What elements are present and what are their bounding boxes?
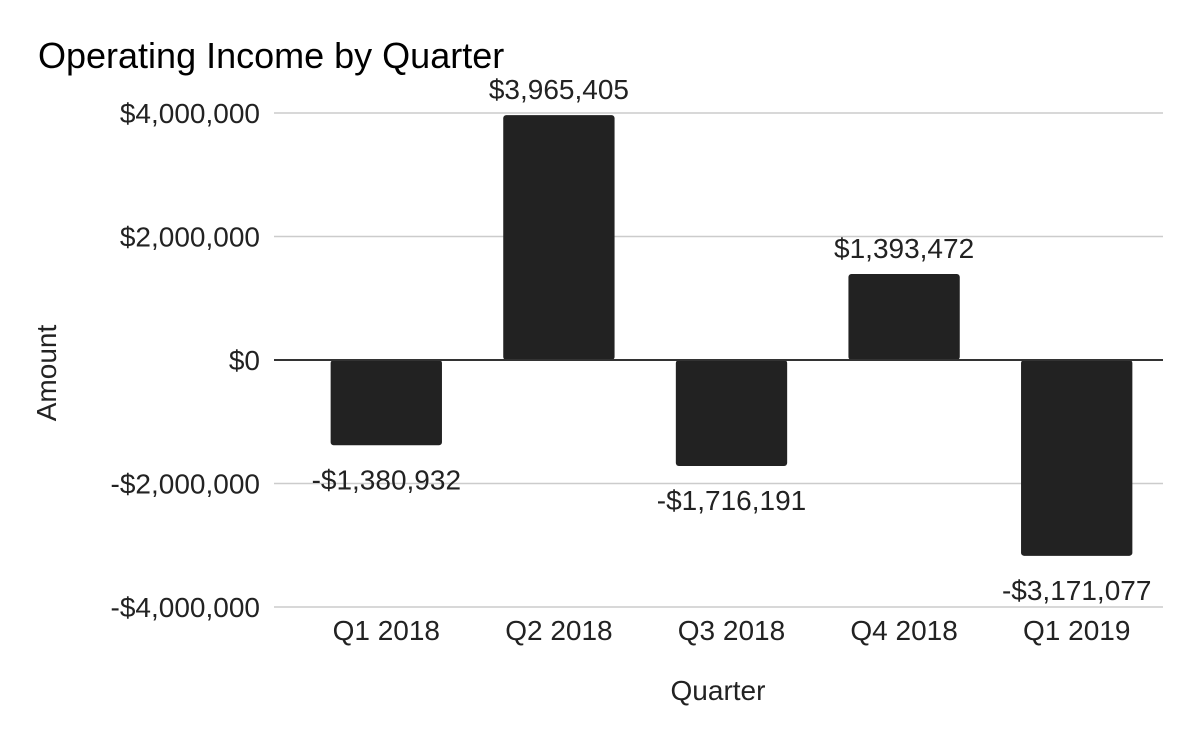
y-tick-label: -$4,000,000 (111, 592, 260, 623)
data-label: -$1,716,191 (657, 485, 806, 516)
y-tick-label: $2,000,000 (120, 222, 260, 253)
bars (330, 115, 1133, 556)
data-label: $3,965,405 (489, 74, 629, 105)
bar-q1-2018 (330, 360, 442, 446)
x-axis-tick-labels: Q1 2018 Q2 2018 Q3 2018 Q4 2018 Q1 2019 (333, 615, 1131, 646)
bar-q1-2019 (1021, 360, 1133, 556)
x-tick-label: Q4 2018 (850, 615, 957, 646)
bar-q4-2018 (848, 273, 960, 360)
y-axis-tick-labels: $4,000,000 $2,000,000 $0 -$2,000,000 -$4,000… (111, 98, 260, 623)
x-tick-label: Q2 2018 (505, 615, 612, 646)
y-axis-title: Amount (31, 325, 62, 422)
data-labels: -$1,380,932 $3,965,405 -$1,716,191 $1,393,4… (312, 74, 1152, 606)
x-tick-label: Q1 2019 (1023, 615, 1130, 646)
gridlines (274, 112, 1163, 608)
data-label: $1,393,472 (834, 233, 974, 264)
chart-title: Operating Income by Quarter (38, 35, 504, 76)
data-label: -$1,380,932 (312, 464, 461, 495)
x-tick-label: Q1 2018 (333, 615, 440, 646)
y-tick-label: $4,000,000 (120, 98, 260, 129)
y-tick-label: $0 (229, 345, 260, 376)
x-tick-label: Q3 2018 (678, 615, 785, 646)
y-tick-label: -$2,000,000 (111, 469, 260, 500)
bar-q3-2018 (675, 360, 788, 466)
data-label: -$3,171,077 (1002, 575, 1151, 606)
x-axis-title: Quarter (671, 675, 766, 706)
bar-q2-2018 (503, 115, 615, 361)
